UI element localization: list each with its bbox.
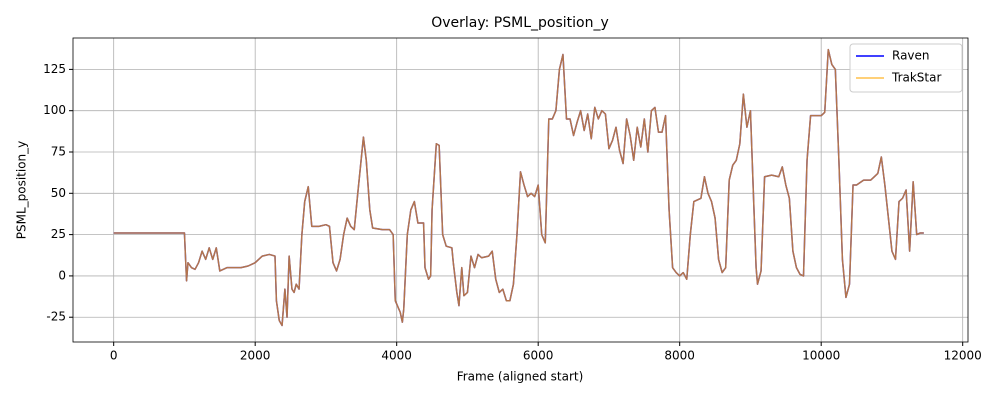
- legend-label: TrakStar: [891, 71, 941, 85]
- series-line: [113, 48, 924, 327]
- legend-label: Raven: [892, 49, 930, 63]
- legend: Raven TrakStar: [849, 43, 963, 93]
- x-tick-label: 6000: [523, 349, 554, 363]
- x-tick-label: 12000: [944, 349, 982, 363]
- x-tick-label: 10000: [802, 349, 840, 363]
- y-tick-label: -25: [46, 310, 66, 324]
- x-tick-label: 4000: [381, 349, 412, 363]
- x-tick-label: 0: [110, 349, 118, 363]
- y-tick-label: 75: [51, 145, 66, 159]
- series-line: [113, 48, 924, 327]
- y-tick-label: 0: [58, 268, 66, 282]
- y-tick-label: 125: [43, 62, 66, 76]
- chart-title: Overlay: PSML_position_y: [431, 15, 609, 31]
- x-tick-label: 8000: [664, 349, 695, 363]
- plot-frame: [72, 37, 969, 343]
- x-axis-label: Frame (aligned start): [457, 370, 584, 384]
- y-tick-label: 50: [51, 186, 66, 200]
- y-tick-label: 100: [43, 103, 66, 117]
- y-tick-label: 25: [51, 227, 66, 241]
- y-axis-label: PSML_position_y: [15, 141, 29, 240]
- x-tick-label: 2000: [240, 349, 271, 363]
